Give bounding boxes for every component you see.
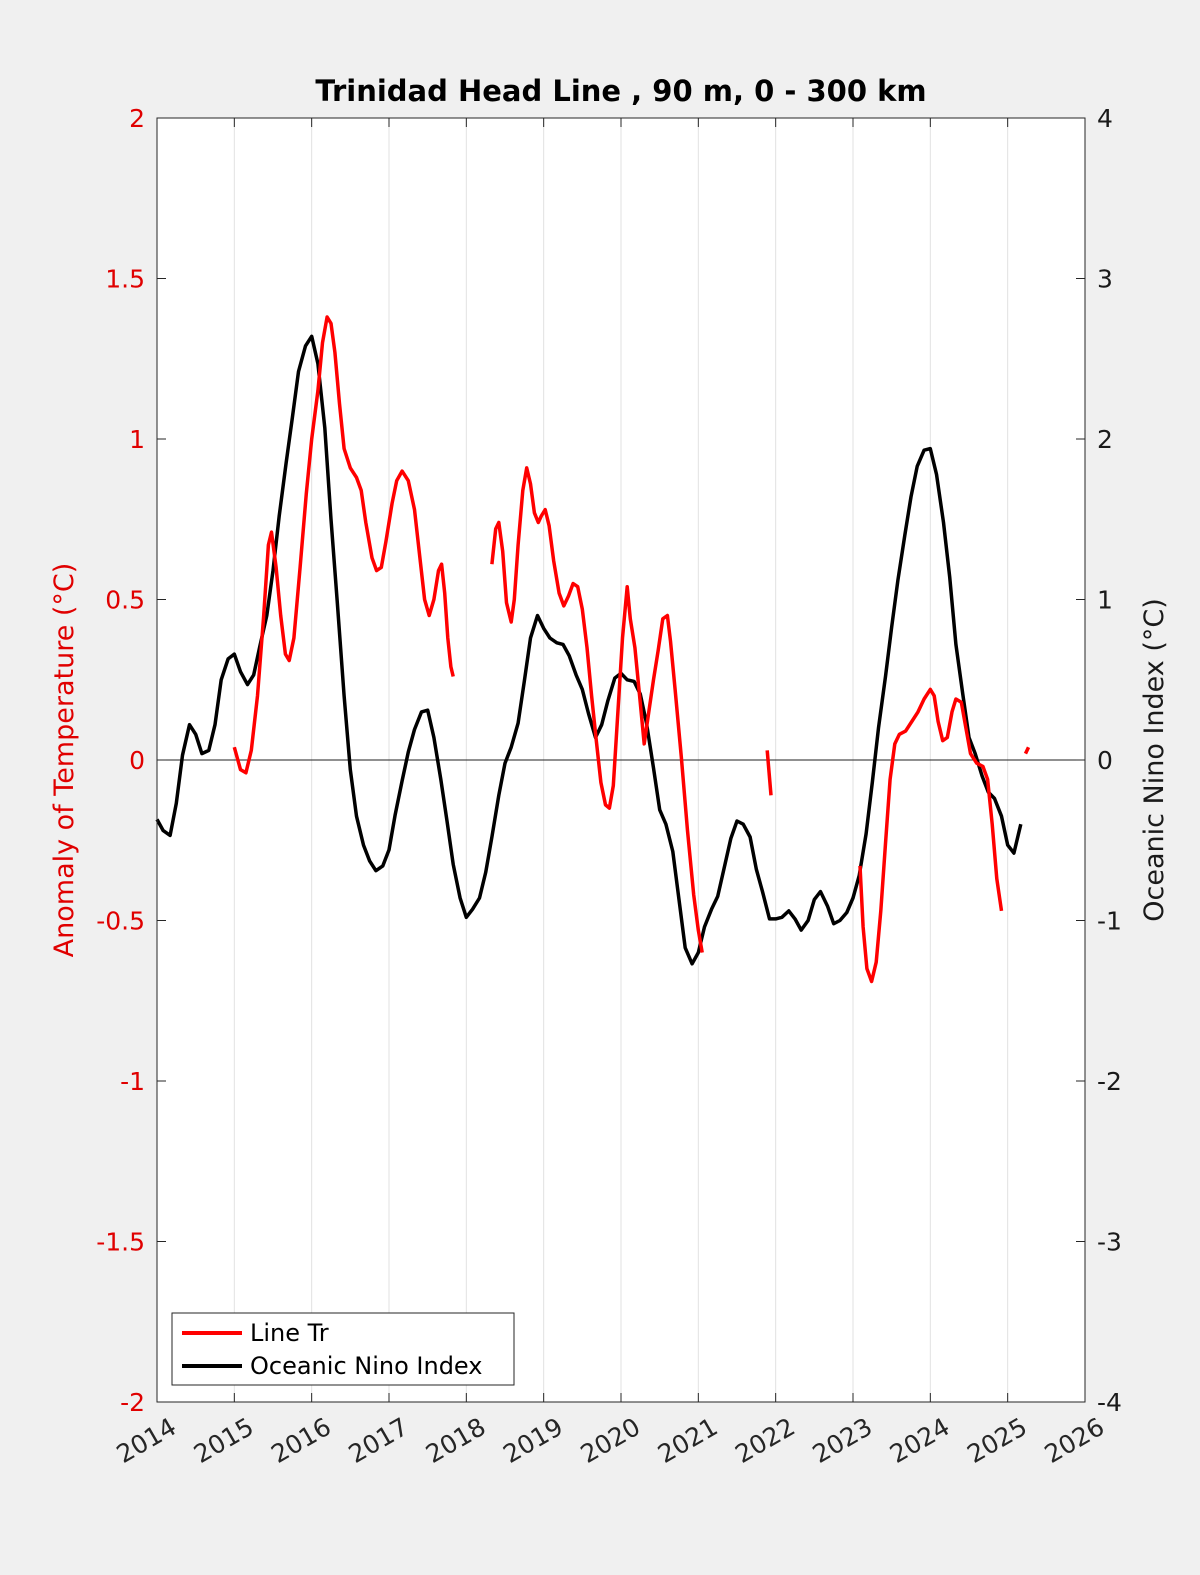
y-right-tick-label: 4 (1097, 104, 1113, 133)
y-left-tick-label: 0 (129, 746, 145, 775)
series-line-line-tr-segment-4 (1023, 746, 1031, 755)
x-tick-label: 2016 (266, 1412, 336, 1469)
chart-title: Trinidad Head Line , 90 m, 0 - 300 km (315, 74, 926, 108)
series-line-oceanic-nino-index (155, 334, 1023, 966)
y-left-tick-label: 1.5 (105, 265, 145, 294)
x-tick-label: 2019 (498, 1412, 568, 1469)
y-right-tick-label: -1 (1097, 907, 1122, 936)
y-left-tick-label: -0.5 (96, 907, 145, 936)
right-axis-label: Oceanic Nino Index (°C) (1139, 598, 1170, 922)
x-tick-label: 2023 (808, 1412, 878, 1469)
y-right-tick-label: -4 (1097, 1388, 1122, 1417)
y-right-tick-label: 2 (1097, 425, 1113, 454)
y-left-tick-label: 0.5 (105, 586, 145, 615)
y-left-tick-label: -1 (120, 1067, 145, 1096)
x-tick-label: 2018 (421, 1412, 491, 1469)
y-right-tick-label: 0 (1097, 746, 1113, 775)
x-tick-label: 2026 (1040, 1412, 1110, 1469)
x-tick-label: 2021 (653, 1412, 723, 1469)
series-line-line-tr-segment-2 (765, 750, 773, 796)
series-line-line-tr-segment-1 (490, 466, 704, 953)
legend-label-oni: Oceanic Nino Index (250, 1352, 482, 1380)
x-tick-label: 2024 (885, 1412, 955, 1469)
y-right-tick-label: 3 (1097, 265, 1113, 294)
x-tick-label: 2022 (730, 1412, 800, 1469)
x-tick-label: 2017 (344, 1412, 414, 1469)
series-layer (155, 315, 1031, 984)
series-line-line-tr-segment-3 (858, 687, 1004, 984)
legend-box (171, 1312, 515, 1386)
legend-label-line-tr: Line Tr (250, 1319, 329, 1347)
y-right-tick-label: -2 (1097, 1067, 1122, 1096)
series-line-line-tr-segment-0 (232, 315, 455, 775)
x-tick-label: 2020 (576, 1412, 646, 1469)
y-left-tick-label: 2 (129, 104, 145, 133)
x-tick-label: 2025 (962, 1412, 1032, 1469)
y-right-tick-label: -3 (1097, 1228, 1122, 1257)
y-left-tick-label: -1.5 (96, 1228, 145, 1257)
y-right-tick-label: 1 (1097, 586, 1113, 615)
y-left-tick-label: -2 (120, 1388, 145, 1417)
legend: Line Tr Oceanic Nino Index (171, 1312, 515, 1386)
x-tick-label: 2014 (112, 1412, 182, 1469)
y-left-tick-label: 1 (129, 425, 145, 454)
left-axis-label: Anomaly of Temperature (°C) (49, 563, 80, 958)
x-tick-label: 2015 (189, 1412, 259, 1469)
